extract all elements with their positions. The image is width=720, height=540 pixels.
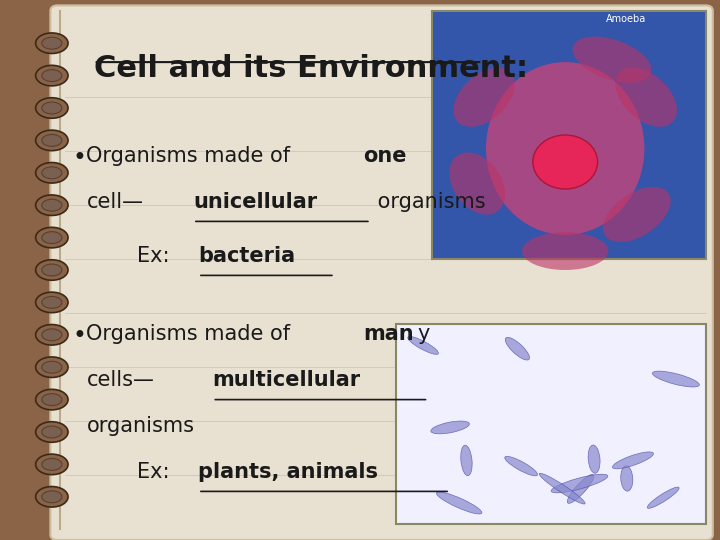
Ellipse shape xyxy=(539,473,585,504)
Text: Amoeba: Amoeba xyxy=(606,14,647,24)
Text: cells—: cells— xyxy=(86,370,154,390)
Ellipse shape xyxy=(36,292,68,313)
Bar xyxy=(396,324,706,524)
Ellipse shape xyxy=(603,187,671,242)
Text: Organisms made of: Organisms made of xyxy=(86,324,297,344)
Ellipse shape xyxy=(486,62,644,235)
Ellipse shape xyxy=(42,37,62,49)
Ellipse shape xyxy=(42,199,62,211)
Ellipse shape xyxy=(42,134,62,146)
Ellipse shape xyxy=(533,135,598,189)
Text: one: one xyxy=(364,146,407,166)
Ellipse shape xyxy=(436,492,482,514)
Text: •: • xyxy=(72,324,86,348)
Ellipse shape xyxy=(522,232,608,270)
Ellipse shape xyxy=(36,325,68,345)
Ellipse shape xyxy=(454,68,515,127)
Ellipse shape xyxy=(36,33,68,53)
Ellipse shape xyxy=(461,445,472,476)
Ellipse shape xyxy=(36,389,68,410)
Ellipse shape xyxy=(36,422,68,442)
Text: Cell and its Environment:: Cell and its Environment: xyxy=(94,54,528,83)
FancyBboxPatch shape xyxy=(50,5,713,540)
Ellipse shape xyxy=(42,167,62,179)
Text: multicellular: multicellular xyxy=(212,370,361,390)
Ellipse shape xyxy=(42,394,62,406)
Ellipse shape xyxy=(36,454,68,475)
Ellipse shape xyxy=(42,296,62,308)
Ellipse shape xyxy=(647,487,679,508)
Ellipse shape xyxy=(42,426,62,438)
Ellipse shape xyxy=(572,37,652,83)
Ellipse shape xyxy=(505,338,529,360)
Ellipse shape xyxy=(613,452,654,469)
Text: Ex:: Ex: xyxy=(137,462,176,482)
Ellipse shape xyxy=(616,68,677,127)
Ellipse shape xyxy=(36,98,68,118)
Ellipse shape xyxy=(652,371,699,387)
Ellipse shape xyxy=(431,421,469,434)
Ellipse shape xyxy=(42,361,62,373)
Ellipse shape xyxy=(42,491,62,503)
Ellipse shape xyxy=(567,475,594,503)
Ellipse shape xyxy=(505,456,538,476)
Ellipse shape xyxy=(42,264,62,276)
Ellipse shape xyxy=(408,336,438,354)
Text: plants, animals: plants, animals xyxy=(198,462,378,482)
Ellipse shape xyxy=(36,357,68,377)
Text: organisms: organisms xyxy=(86,416,194,436)
Ellipse shape xyxy=(36,195,68,215)
Text: bacteria: bacteria xyxy=(198,246,295,266)
Text: Ex:: Ex: xyxy=(137,246,176,266)
Text: unicellular: unicellular xyxy=(193,192,317,212)
Ellipse shape xyxy=(42,458,62,470)
Ellipse shape xyxy=(42,232,62,244)
Text: organisms: organisms xyxy=(371,192,485,212)
Bar xyxy=(432,11,706,259)
Ellipse shape xyxy=(588,445,600,473)
Ellipse shape xyxy=(621,466,633,491)
Ellipse shape xyxy=(36,260,68,280)
Text: cell—: cell— xyxy=(86,192,143,212)
Ellipse shape xyxy=(36,487,68,507)
Ellipse shape xyxy=(42,70,62,82)
Ellipse shape xyxy=(36,227,68,248)
Ellipse shape xyxy=(42,102,62,114)
Ellipse shape xyxy=(449,152,505,215)
Text: Organisms made of: Organisms made of xyxy=(86,146,297,166)
Text: y: y xyxy=(418,324,430,344)
Ellipse shape xyxy=(36,65,68,86)
Ellipse shape xyxy=(42,329,62,341)
Text: man: man xyxy=(364,324,414,344)
Ellipse shape xyxy=(36,130,68,151)
Ellipse shape xyxy=(551,474,608,493)
Text: •: • xyxy=(72,146,86,170)
Ellipse shape xyxy=(36,163,68,183)
